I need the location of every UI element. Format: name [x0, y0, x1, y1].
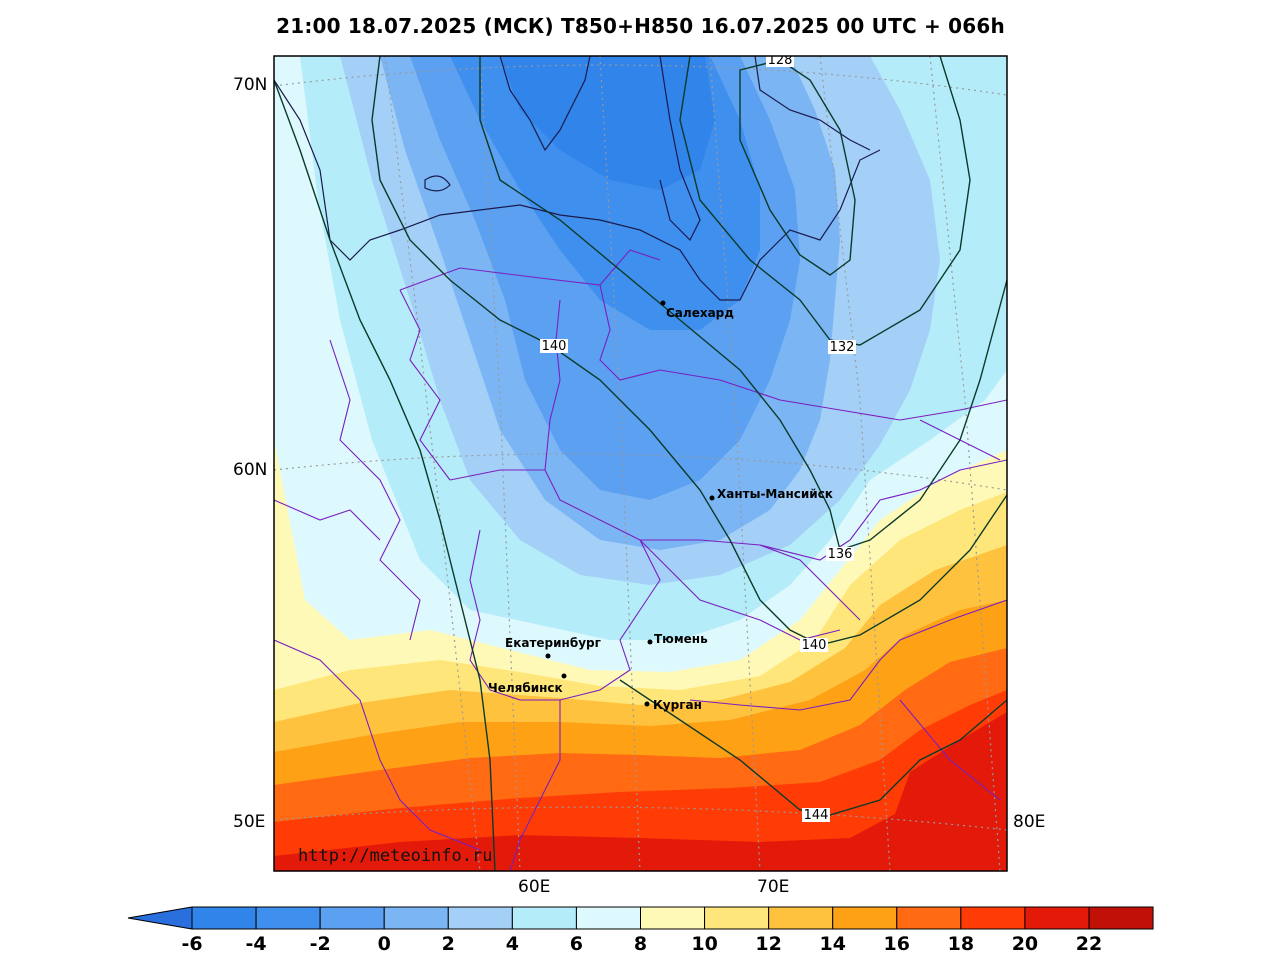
colorbar-tick-label: 0: [378, 933, 391, 955]
city-marker-yekaterinburg: [545, 653, 551, 659]
lat-label-70n: 70N: [233, 75, 268, 95]
colorbar-cell: [896, 906, 962, 930]
city-label-kurgan: Курган: [653, 698, 702, 712]
colorbar-cell: [960, 906, 1026, 930]
isoline-west: [274, 79, 496, 871]
colorbar: -6 -4 -2 0 2 4 6 8 10 12 14 16 18 20 22: [127, 906, 1154, 955]
colorbar-cell: [704, 906, 770, 930]
colorbar-tick-label: 18: [948, 933, 974, 955]
colorbar-tick-label: 14: [819, 933, 845, 955]
lon-label-50e: 50E: [233, 812, 266, 832]
colorbar-tick-label: 4: [506, 933, 519, 955]
colorbar-cell: [768, 906, 834, 930]
isoline-label-128: 128: [768, 53, 793, 68]
city-marker-chelyabinsk: [561, 673, 567, 679]
colorbar-low-arrow: [127, 906, 193, 930]
field-neg6-neg4: [500, 56, 715, 190]
isoline-labels: 128 132 140 136 140 144: [540, 53, 856, 823]
lon-label-60e: 60E: [518, 877, 551, 897]
city-marker-khanty-mansiysk: [709, 495, 715, 501]
colorbar-tick-label: -6: [181, 933, 202, 955]
colorbar-tick-label: 6: [570, 933, 583, 955]
colorbar-tick-label: 8: [634, 933, 647, 955]
lon-label-80e: 80E: [1013, 812, 1046, 832]
colorbar-cell: [640, 906, 706, 930]
colorbar-cell: [1088, 906, 1154, 930]
lon-label-70e: 70E: [757, 877, 790, 897]
city-marker-kurgan: [644, 701, 650, 707]
colorbar-tick-label: -4: [246, 933, 267, 955]
colorbar-tick-label: 16: [884, 933, 910, 955]
colorbar-tick-label: 12: [755, 933, 781, 955]
colorbar-tick-label: 10: [691, 933, 717, 955]
city-label-yekaterinburg: Екатеринбург: [505, 636, 601, 650]
city-label-khanty-mansiysk: Ханты-Мансийск: [717, 487, 833, 501]
cities: Салехард Ханты-Мансийск Екатеринбург Тюм…: [488, 300, 833, 712]
colorbar-cell: [832, 906, 898, 930]
city-marker-tyumen: [647, 639, 653, 645]
colorbar-tick-label: 22: [1076, 933, 1102, 955]
isolines: [274, 56, 1007, 871]
temperature-field: 128 132 140 136 140 144 Салехард Ханты-М…: [274, 53, 1007, 871]
isoline-label-136: 136: [828, 547, 853, 562]
colorbar-cell: [319, 906, 385, 930]
colorbar-cell: [1024, 906, 1090, 930]
city-label-tyumen: Тюмень: [654, 632, 708, 646]
colorbar-cell: [511, 906, 577, 930]
map-title: 21:00 18.07.2025 (МСК) T850+H850 16.07.2…: [276, 14, 1005, 38]
isoline-label-140-south: 140: [802, 638, 827, 653]
colorbar-cell: [255, 906, 321, 930]
isoline-128: [739, 59, 856, 276]
colorbar-tick-label: 2: [442, 933, 455, 955]
coastline: [274, 56, 881, 301]
city-label-salekhard: Салехард: [666, 306, 734, 320]
city-label-chelyabinsk: Челябинск: [488, 681, 563, 695]
colorbar-tick-label: 20: [1012, 933, 1038, 955]
colorbar-cell: [383, 906, 449, 930]
watermark: http://meteoinfo.ru: [298, 846, 492, 866]
isoline-140: [371, 56, 1007, 646]
colorbar-cell: [191, 906, 257, 930]
isoline-label-144: 144: [804, 808, 829, 823]
isoline-136: [479, 56, 1007, 551]
colorbar-cell: [575, 906, 642, 930]
isoline-label-140-north: 140: [542, 339, 567, 354]
city-marker-salekhard: [660, 300, 666, 306]
graticule: [274, 56, 1007, 871]
map-frame: [273, 55, 1008, 872]
isoline-label-132: 132: [830, 340, 855, 355]
colorbar-tick-label: -2: [310, 933, 331, 955]
admin-borders: [274, 249, 1007, 871]
lat-label-60n: 60N: [233, 460, 268, 480]
colorbar-cell: [447, 906, 513, 930]
